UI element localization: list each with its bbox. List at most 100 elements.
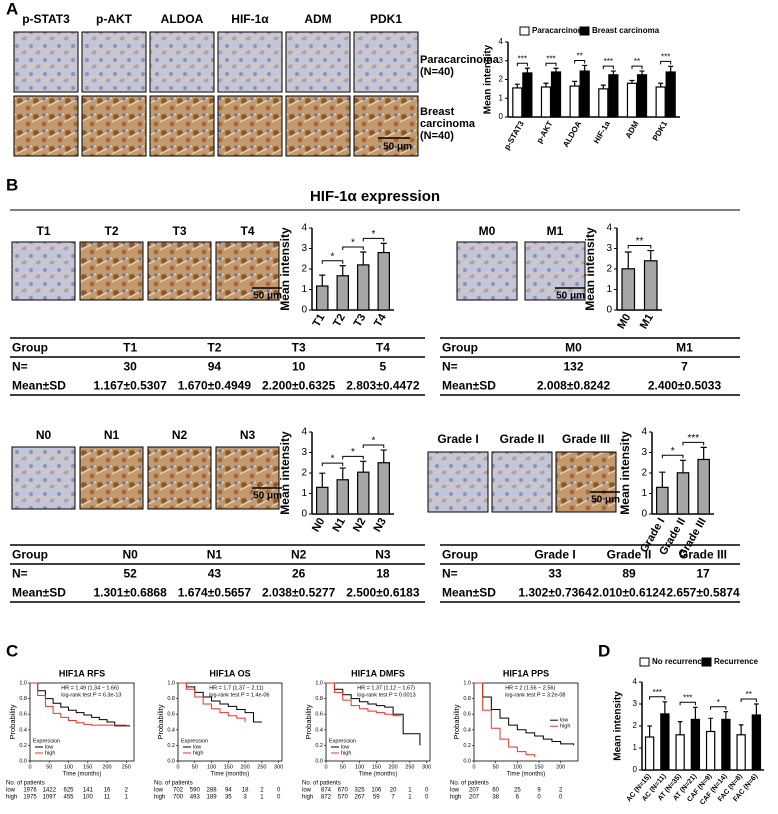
at-risk-count: 625 [64,788,75,794]
at-risk-count: 1422 [43,788,57,794]
significance-bracket [342,455,364,460]
significance-bracket [342,246,364,250]
micrograph [147,446,212,510]
survival-curve [178,682,262,723]
at-risk-count: 20 [390,788,397,794]
table-cell: 18 [376,567,390,581]
image-header: T3 [172,224,186,238]
table-cell: 17 [696,567,710,581]
row-label: Breast [420,106,455,118]
table-cell: Group [12,548,48,562]
significance-label: * [331,454,335,465]
scale-bar-label: 50 μm [253,491,282,502]
at-risk-label: low [6,788,16,794]
bar [675,734,685,771]
x-tick-label: 100 [513,764,522,770]
annotation: log-rank test P = 0.0013 [357,692,415,698]
significance-bracket [362,237,385,242]
legend-swatch [579,26,590,36]
significance-label: *** [683,693,692,702]
annotation: HR = 1.37 (1.12 − 1.67) [357,685,415,691]
significance-bracket [682,441,705,446]
at-risk-count: 18 [242,788,249,794]
x-tick-label: PDK1 [651,119,670,142]
table-cell: N= [442,360,458,374]
survival-curve [474,682,536,758]
annotation: log-rank test P = 1.4e-06 [209,692,269,698]
table-cell: 1.301±0.6868 [93,586,167,600]
image-header: N0 [36,428,52,442]
table-cell: 2.500±0.6183 [346,586,420,600]
micrograph [13,95,79,157]
y-tick-label: 0 [606,305,612,316]
table-cell: T1 [123,341,137,355]
error-bar [610,70,616,75]
bar [636,74,648,118]
at-risk-count: 1097 [43,795,57,801]
x-tick-label: 0 [472,764,475,770]
micrograph [13,31,79,93]
table-cell: N= [12,567,28,581]
y-tick-label: 0 [641,509,647,520]
significance-label: * [717,698,720,707]
at-risk-title: No. of patients [154,781,193,787]
significance-label: *** [518,54,527,63]
panel-label: C [6,641,18,660]
scale-bar-label: 50 μm [253,291,282,302]
significance-label: *** [661,52,670,61]
legend-label: Recurrence [714,657,759,666]
y-tick-label: 1 [641,488,647,499]
at-risk-count: 288 [207,788,218,794]
x-tick-label: 100 [64,764,73,770]
table-cell: M0 [565,341,582,355]
bar [316,486,329,515]
y-tick-label: 0.8 [167,696,175,702]
x-tick-label: 200 [102,764,111,770]
at-risk-count: 1975 [23,795,37,801]
scale-bar-label: 50 μm [591,495,620,506]
significance-bracket [710,706,727,710]
micrograph [427,451,489,513]
image-header: M0 [479,224,496,238]
at-risk-label: high [302,795,313,801]
significance-label: ** [577,52,583,61]
at-risk-count: 2 [260,788,264,794]
table-cell: N3 [375,548,391,562]
image-header: p-AKT [96,12,133,26]
table-cell: Mean±SD [12,379,66,393]
legend-label: high [193,750,203,756]
at-risk-count: 0 [537,795,541,801]
x-tick-label: 150 [83,764,92,770]
error-bar [693,706,698,720]
bar [644,736,655,771]
image-header: T1 [36,224,50,238]
y-tick-label: 2 [301,264,307,275]
survival-curve [178,682,246,722]
y-tick-label: 1.0 [315,680,323,686]
error-bar [647,249,655,261]
survival-curve [30,682,127,726]
legend-swatch [639,657,650,667]
at-risk-label: low [154,788,164,794]
y-axis-label: Probability [304,704,313,739]
significance-label: * [372,229,376,240]
bar [569,85,580,118]
significance-label: *** [604,57,613,66]
bar [357,264,370,311]
error-bar [708,717,713,732]
bar [655,86,666,118]
micrograph [11,241,76,301]
y-tick-label: 0.2 [167,743,175,749]
legend-label: high [560,724,570,730]
legend-swatch [701,657,712,667]
table-cell: 7 [681,360,688,374]
table-cell: 2.803±0.4472 [346,379,420,393]
error-bar [723,711,729,720]
y-tick-label: 0 [301,509,307,520]
scale-bar-label: 50 μm [383,142,412,153]
error-bar [679,459,687,473]
x-tick-label: 150 [224,764,233,770]
y-tick-label: 0.6 [167,712,175,718]
y-tick-label: 0.0 [167,758,175,764]
panel-label: B [6,175,18,194]
